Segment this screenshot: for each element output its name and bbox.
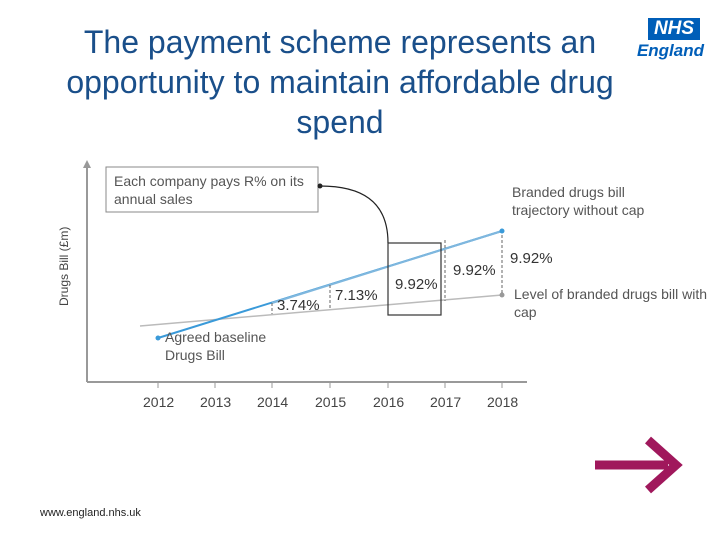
baseline-start-dot: [155, 335, 161, 341]
rebate-label-2015: 7.13%: [335, 287, 378, 304]
nhs-logo-mark: NHS: [648, 18, 700, 40]
rebate-label-2016: 9.92%: [395, 276, 438, 293]
rebate-label-2018: 9.92%: [510, 250, 553, 267]
next-arrow-icon: [595, 436, 683, 494]
baseline-end-dot: [499, 292, 505, 298]
year-label-2018: 2018: [487, 394, 519, 410]
callout-box: [105, 166, 319, 213]
y-axis-arrowhead: [83, 160, 91, 168]
x-axis-ticks: [157, 382, 503, 388]
year-label-2012: 2012: [143, 394, 175, 410]
page-title: The payment scheme represents an opportu…: [66, 24, 614, 140]
rebate-label-2017: 9.92%: [453, 262, 496, 279]
trajectory-line-upper: [271, 230, 503, 304]
year-label-2016: 2016: [373, 394, 405, 410]
y-axis-label: Drugs Bill (£m): [57, 226, 71, 306]
callout-connector-dot: [317, 183, 323, 189]
trajectory-label: Branded drugs bill trajectory without ca…: [512, 184, 645, 218]
year-label-2017: 2017: [430, 394, 462, 410]
callout-connector: [319, 185, 389, 244]
footer-url: www.england.nhs.uk: [40, 507, 141, 519]
baseline-label: Agreed baseline Drugs Bill: [165, 329, 267, 363]
rebate-box-2016: [387, 242, 442, 316]
rebate-gaps: [271, 235, 503, 314]
year-label-2013: 2013: [200, 394, 232, 410]
nhs-logo-name: England: [636, 41, 704, 60]
baseline-line: [139, 294, 503, 327]
cap-label: Level of branded drugs bill with cap: [514, 286, 708, 320]
rebate-label-2014: 3.74%: [277, 297, 320, 314]
trajectory-end-dot: [499, 228, 505, 234]
callout-text: Each company pays R% on its annual sales: [114, 173, 304, 207]
year-label-2015: 2015: [315, 394, 347, 410]
year-label-2014: 2014: [257, 394, 289, 410]
